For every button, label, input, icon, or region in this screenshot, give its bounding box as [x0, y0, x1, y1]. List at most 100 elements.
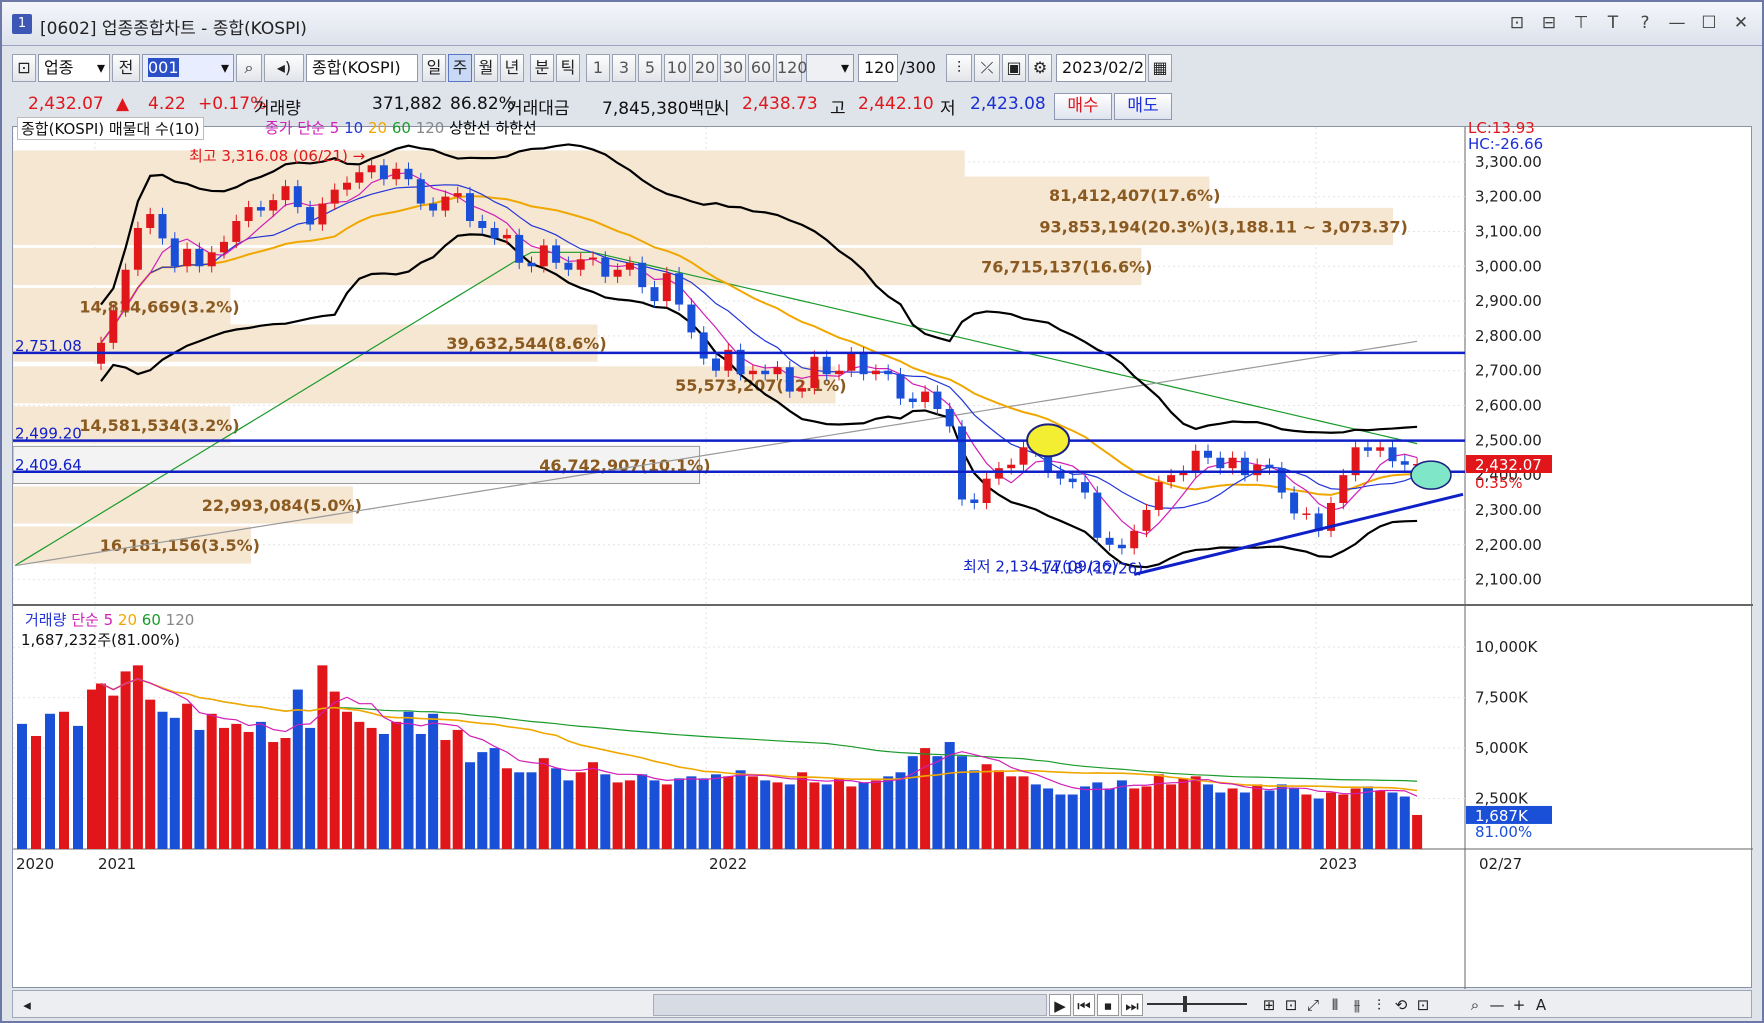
chart-svg: 3,300.00 3,200.00 3,100.00 3,000.00 2,900.00… — [13, 127, 1753, 989]
candle-body — [306, 207, 315, 225]
candle-icon[interactable]: ⫶ — [946, 54, 972, 82]
candle-body — [675, 273, 684, 305]
period-day[interactable]: 일 — [422, 54, 446, 82]
candle-body — [170, 238, 179, 267]
interval-10[interactable]: 10 — [664, 54, 690, 82]
interval-30[interactable]: 30 — [720, 54, 746, 82]
font-icon[interactable]: T — [1607, 13, 1619, 33]
period-tick[interactable]: 틱 — [556, 54, 580, 82]
zoom-slider-handle[interactable] — [1183, 996, 1187, 1012]
volume-bar — [1203, 784, 1213, 849]
chart-area[interactable]: 3,300.00 3,200.00 3,100.00 3,000.00 2,900.00… — [12, 117, 1753, 989]
candle-body — [195, 248, 204, 267]
close-icon[interactable]: ✕ — [1733, 13, 1749, 33]
candle-body — [884, 370, 893, 375]
save-icon[interactable]: ▣ — [1002, 54, 1026, 82]
candle-body — [1388, 447, 1397, 462]
minimize-icon[interactable]: — — [1668, 13, 1686, 33]
period-month[interactable]: 월 — [474, 54, 498, 82]
tool-box-icon[interactable]: ⊡ — [1284, 996, 1298, 1014]
copy-icon[interactable]: ⊟ — [1541, 13, 1557, 33]
play-icon[interactable]: ▶ — [1049, 994, 1071, 1016]
candle-body — [232, 221, 241, 242]
zoom-in-icon[interactable]: + — [1512, 996, 1526, 1014]
link-icon[interactable]: ⊡ — [1509, 13, 1525, 33]
candle-body — [994, 468, 1003, 479]
candle-body — [650, 287, 659, 302]
candle-body — [822, 356, 831, 375]
stop-icon[interactable]: ⏹ — [1097, 994, 1119, 1016]
sell-button[interactable]: 매도 — [1114, 93, 1172, 120]
volume-tick-label: 7,500K — [1475, 689, 1529, 707]
help-icon[interactable]: ? — [1640, 13, 1650, 33]
volume-bar — [772, 782, 783, 849]
price-tick-label: 3,000.00 — [1475, 257, 1542, 275]
interval-3[interactable]: 3 — [612, 54, 636, 82]
type-select[interactable]: 업종 ▾ — [38, 54, 110, 82]
interval-20[interactable]: 20 — [692, 54, 718, 82]
count-total: /300 — [900, 58, 936, 77]
text-tool-icon[interactable]: A — [1535, 996, 1547, 1014]
interval-120[interactable]: 120 — [776, 54, 808, 82]
volume-bar — [686, 776, 697, 849]
interval-1[interactable]: 1 — [586, 54, 610, 82]
volume-bar — [194, 729, 205, 849]
candle-body — [392, 168, 401, 180]
buy-button[interactable]: 매수 — [1054, 93, 1112, 120]
calendar-icon[interactable]: ▦ — [1148, 54, 1172, 82]
volume-bar — [735, 770, 746, 849]
candle-body — [945, 409, 954, 427]
candle-body — [933, 391, 942, 409]
candle-body — [1093, 492, 1102, 538]
compare-icon[interactable]: ⤫ — [974, 54, 1000, 82]
tool-grid-icon[interactable]: ⊞ — [1262, 996, 1276, 1014]
layout-icon[interactable]: ⊡ — [12, 54, 36, 82]
volume-bar — [342, 711, 352, 849]
scroll-thumb[interactable] — [653, 994, 1047, 1016]
fast-forward-icon[interactable]: ⏭ — [1121, 994, 1143, 1016]
code-input[interactable]: 001 ▾ — [142, 54, 234, 82]
target-ellipse — [1410, 460, 1452, 490]
tool-fib-icon[interactable]: ⫵ — [1353, 996, 1361, 1014]
search-icon[interactable]: ⌕ — [236, 54, 262, 82]
volume-bar — [465, 762, 475, 849]
scroll-left-icon[interactable]: ◂ — [23, 996, 31, 1014]
volume-bar — [1129, 788, 1140, 849]
price-change: 4.22 — [148, 94, 186, 114]
custom-interval-select[interactable]: ▾ — [806, 54, 854, 82]
tool-undo-icon[interactable]: ⟲ — [1394, 996, 1408, 1014]
tool-expand-icon[interactable]: ⤢ — [1306, 996, 1319, 1014]
lower-band-line — [100, 233, 1418, 569]
candle-body — [970, 499, 979, 503]
maximize-icon[interactable]: ☐ — [1701, 13, 1717, 33]
count-input[interactable]: 120 — [858, 54, 898, 82]
tool-channel-icon[interactable]: ⫶ — [1377, 996, 1381, 1014]
candle-body — [958, 426, 966, 500]
zoom-icon[interactable]: ⌕ — [1470, 996, 1480, 1014]
volume-profile-bar — [13, 406, 231, 444]
period-minute[interactable]: 분 — [530, 54, 554, 82]
sound-icon[interactable]: ◂) — [264, 54, 304, 82]
pin-icon[interactable]: ⊤ — [1573, 13, 1589, 33]
volume-bar — [870, 780, 881, 849]
resistance-label: 2,751.08 — [15, 337, 82, 355]
scroll-bar[interactable]: ◂ ▶ ⏮ ⏹ ⏭ ⊞ ⊡ ⤢ ⫴ ⫵ ⫶ ⟲ ⊡ ⌕ — + A — [12, 990, 1752, 1018]
ma-60-line — [14, 251, 1418, 567]
candle-body — [256, 207, 265, 211]
zoom-slider[interactable] — [1147, 1003, 1247, 1005]
tool-select-icon[interactable]: ⊡ — [1416, 996, 1430, 1014]
date-input[interactable]: 2023/02/27 — [1056, 54, 1146, 82]
zoom-out-icon[interactable]: — — [1489, 996, 1505, 1014]
candle-body — [712, 358, 720, 371]
interval-60[interactable]: 60 — [748, 54, 774, 82]
amount-label: 거래대금 — [507, 99, 570, 119]
tool-line-icon[interactable]: ⫴ — [1331, 996, 1339, 1014]
prev-button[interactable]: 전 — [112, 54, 140, 82]
candle-body — [613, 269, 622, 277]
period-year[interactable]: 년 — [500, 54, 524, 82]
gear-icon[interactable]: ⚙ — [1028, 54, 1052, 82]
period-week[interactable]: 주 — [448, 54, 472, 82]
rewind-icon[interactable]: ⏮ — [1073, 994, 1095, 1016]
interval-5[interactable]: 5 — [638, 54, 662, 82]
price-tick-label: 2,300.00 — [1475, 501, 1542, 519]
